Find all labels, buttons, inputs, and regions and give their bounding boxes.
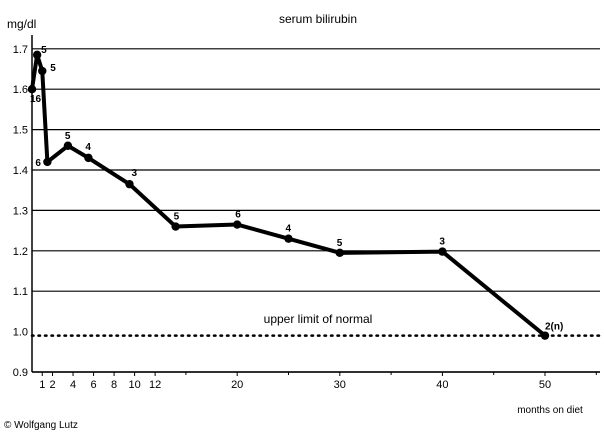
data-label: 5 (174, 212, 180, 223)
data-label: 3 (439, 237, 445, 248)
y-tick-label: 1.2 (13, 246, 28, 258)
x-tick-label: 20 (231, 379, 243, 391)
data-label: 5 (65, 131, 71, 142)
data-point (540, 331, 550, 340)
chart-title: serum bilirubin (279, 12, 357, 26)
data-point (38, 66, 47, 76)
data-point (233, 220, 242, 229)
series-line (27, 50, 550, 340)
y-tick-label: 0.9 (13, 367, 28, 379)
x-tick-label: 40 (436, 379, 448, 391)
data-point (32, 50, 42, 60)
x-tick-label: 2 (49, 379, 55, 391)
x-tick-label: 10 (128, 379, 140, 391)
data-label: 5 (50, 63, 56, 74)
grid-lines (32, 48, 600, 373)
data-point (43, 157, 52, 167)
x-tick-label: 12 (149, 379, 161, 391)
x-tick-label: 8 (111, 379, 117, 391)
y-tick-label: 1.5 (13, 125, 28, 137)
y-tick-label: 1.6 (13, 84, 28, 96)
data-label: 4 (85, 142, 91, 153)
data-point (63, 141, 73, 150)
data-label: 6 (35, 158, 41, 169)
y-axis-label: mg/dl (7, 17, 36, 31)
data-label: 2(n) (545, 322, 563, 333)
y-tick-label: 1.4 (13, 165, 28, 177)
x-tick-label: 50 (539, 379, 551, 391)
x-axis-label: months on diet (517, 405, 583, 416)
data-point (438, 247, 447, 256)
y-tick-label: 1.0 (13, 327, 28, 339)
data-point (84, 153, 93, 163)
axes: 0.9 1.0 1.1 1.2 1.3 1.4 1.5 1.6 1.7 1 2 4 6 8 10 12 20 30… (13, 35, 600, 391)
copyright-note: © Wolfgang Lutz (4, 420, 78, 431)
data-label: 4 (286, 224, 292, 235)
reference-line-label: upper limit of normal (264, 312, 373, 326)
data-point (335, 248, 344, 258)
x-tick-label: 6 (90, 379, 96, 391)
series-line-path (30, 52, 547, 338)
y-tick-label: 1.7 (13, 44, 28, 56)
data-point (284, 234, 293, 243)
x-tick-label: 4 (70, 379, 76, 391)
x-tick-label: 1 (39, 379, 45, 391)
data-label: 6 (235, 210, 241, 221)
data-point (171, 222, 180, 231)
data-point (27, 85, 37, 94)
data-label: 16 (30, 94, 42, 105)
x-tick-label: 30 (334, 379, 346, 391)
data-label: 5 (337, 238, 343, 249)
data-label: 3 (131, 168, 137, 179)
y-tick-label: 1.1 (13, 286, 28, 298)
y-tick-label: 1.3 (13, 205, 28, 217)
data-point (125, 179, 134, 189)
data-label: 5 (41, 45, 47, 56)
